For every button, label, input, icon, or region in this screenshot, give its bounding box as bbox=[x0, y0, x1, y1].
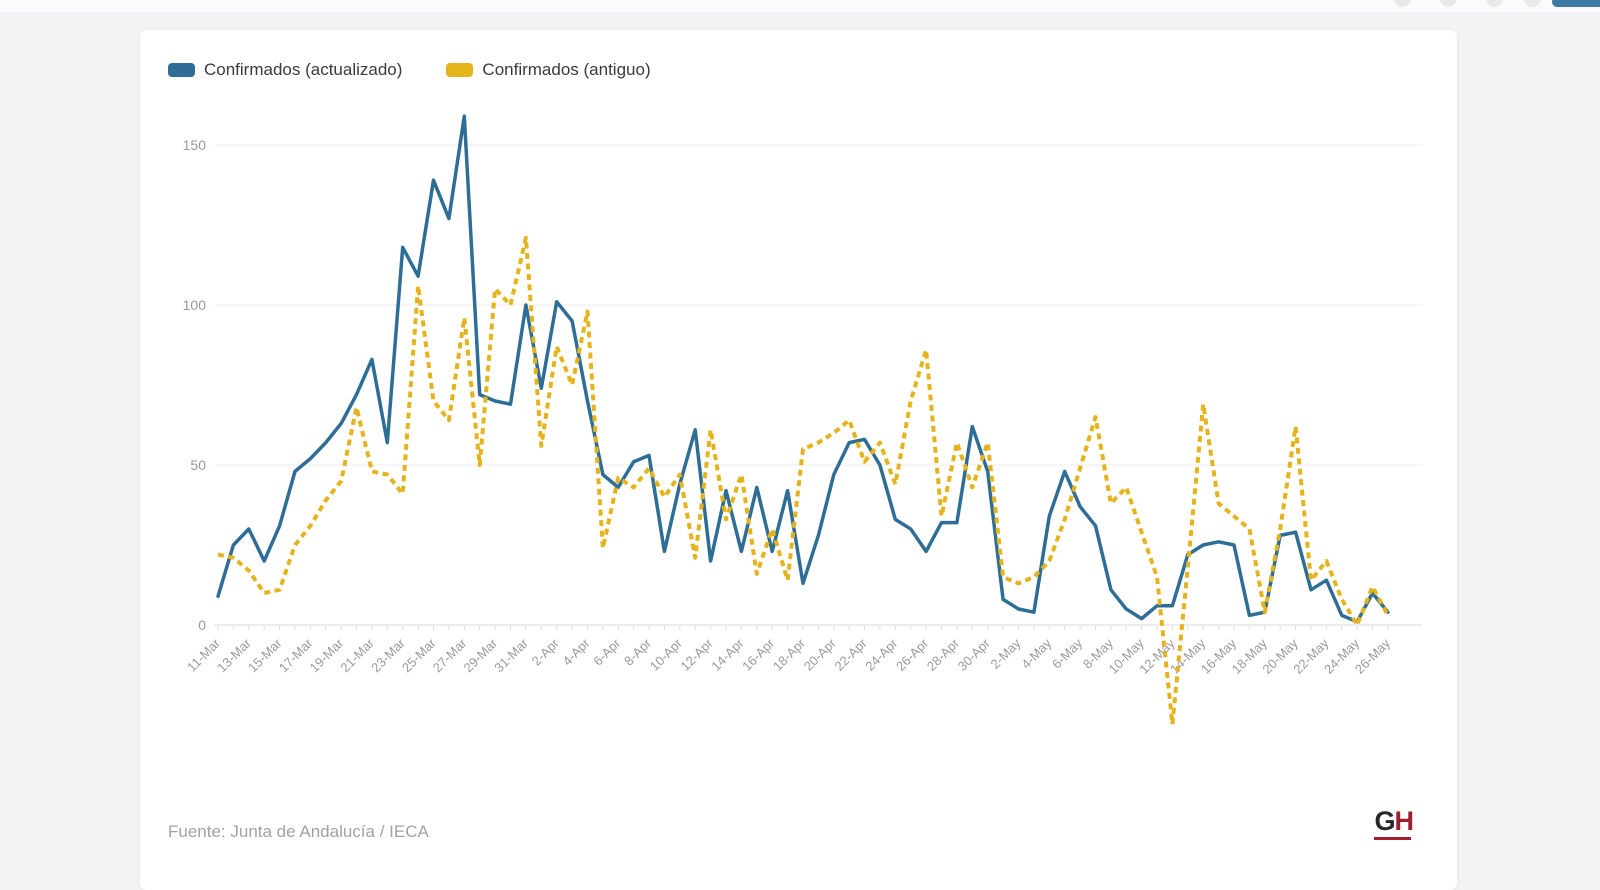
legend-label: Confirmados (antiguo) bbox=[482, 60, 651, 79]
y-tick-label: 50 bbox=[190, 457, 206, 473]
x-tick-label: 24-Apr bbox=[862, 635, 901, 674]
chart-footer: Fuente: Junta de Andalucía / IECA GH bbox=[168, 808, 1427, 878]
x-tick-label: 4-May bbox=[1018, 635, 1054, 671]
y-tick-label: 0 bbox=[198, 617, 206, 633]
x-tick-label: 18-Apr bbox=[770, 635, 809, 674]
toolbar-icon-3[interactable] bbox=[1486, 0, 1503, 7]
x-tick-label: 20-Apr bbox=[801, 635, 840, 674]
x-tick-label: 26-May bbox=[1352, 635, 1394, 677]
accent-bar bbox=[1552, 0, 1600, 7]
legend-label: Confirmados (actualizado) bbox=[204, 60, 403, 79]
x-tick-label: 4-Apr bbox=[559, 635, 593, 669]
x-tick-label: 16-Apr bbox=[739, 635, 778, 674]
x-tick-label: 10-Apr bbox=[647, 635, 686, 674]
x-tick-label: 22-Apr bbox=[831, 635, 870, 674]
gh-logo[interactable]: GH bbox=[1374, 806, 1414, 840]
y-tick-label: 150 bbox=[183, 137, 207, 153]
logo-underline bbox=[1374, 837, 1412, 840]
legend-swatch-actualizado bbox=[168, 63, 195, 77]
y-tick-label: 100 bbox=[183, 297, 207, 313]
x-tick-label: 31-Mar bbox=[491, 635, 531, 675]
chart-legend: Confirmados (actualizado) Confirmados (a… bbox=[168, 60, 651, 80]
line-chart: 05010015011-Mar13-Mar15-Mar17-Mar19-Mar2… bbox=[183, 114, 1422, 727]
x-tick-label: 2-Apr bbox=[529, 635, 563, 669]
toolbar-icon-2[interactable] bbox=[1440, 0, 1457, 7]
legend-swatch-antiguo bbox=[446, 63, 474, 77]
legend-item-actualizado: Confirmados (actualizado) bbox=[168, 60, 402, 80]
x-tick-label: 28-Apr bbox=[924, 635, 963, 674]
x-tick-label: 12-Apr bbox=[678, 635, 717, 674]
logo-letter-h: H bbox=[1394, 806, 1414, 836]
source-text: Fuente: Junta de Andalucía / IECA bbox=[168, 822, 429, 841]
x-tick-label: 6-Apr bbox=[590, 635, 624, 669]
x-tick-label: 14-Apr bbox=[708, 635, 747, 674]
chart-area: 0 50 100 150 11-Mar 13-Mar 15-Mar 17-Mar 19-Mar 2… bbox=[148, 102, 1448, 802]
x-tick-label: 30-Apr bbox=[955, 635, 994, 674]
top-toolbar bbox=[0, 0, 1600, 12]
chart-card: Confirmados (actualizado) Confirmados (a… bbox=[140, 30, 1457, 890]
series-line-actualizado bbox=[216, 114, 1390, 624]
x-tick-label: 6-May bbox=[1049, 635, 1085, 671]
x-tick-label: 26-Apr bbox=[893, 635, 932, 674]
x-tick-label: 2-May bbox=[987, 635, 1023, 671]
toolbar-icon-4[interactable] bbox=[1524, 0, 1541, 7]
legend-item-antiguo: Confirmados (antiguo) bbox=[446, 60, 651, 80]
logo-letter-g: G bbox=[1374, 806, 1395, 836]
series-line-antiguo bbox=[217, 235, 1390, 727]
toolbar-icon-1[interactable] bbox=[1394, 0, 1411, 7]
